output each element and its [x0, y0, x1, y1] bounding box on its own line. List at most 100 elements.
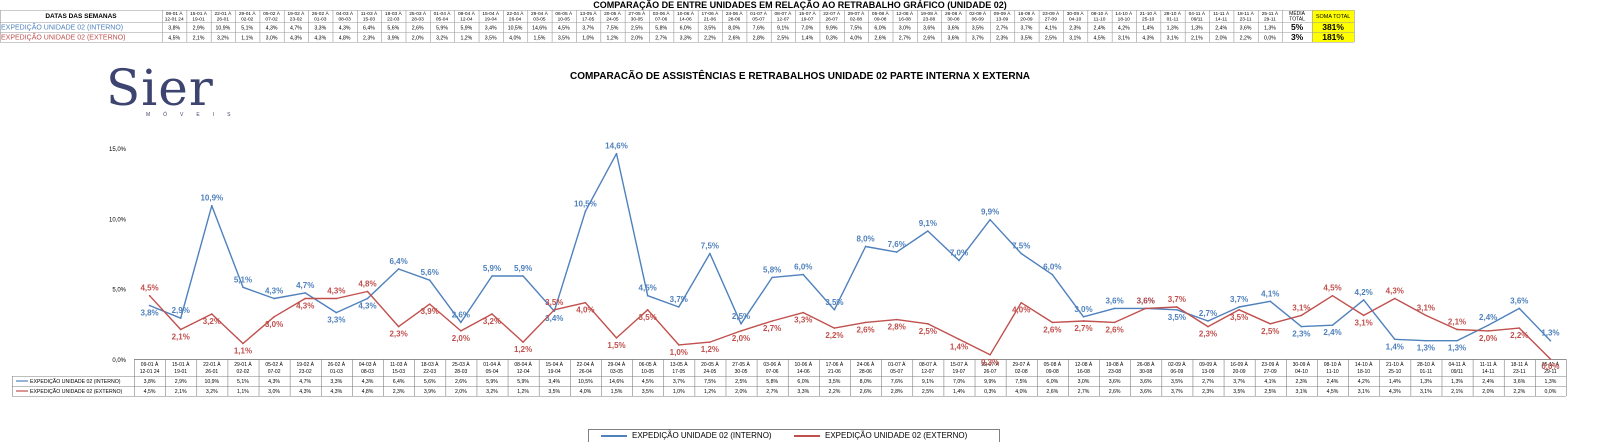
data-point — [211, 313, 213, 315]
row-label-header: DATAS DAS SEMANAS — [45, 13, 117, 20]
data-label: 2,6% — [452, 310, 470, 319]
data-point — [1144, 307, 1147, 310]
table-cell: 0,0% — [1264, 36, 1276, 42]
week-header: 17-05 — [582, 17, 595, 23]
chart-legend: EXPEDIÇÃO UNIDADE 02 (INTERNO) EXPEDIÇÃO… — [588, 429, 1000, 442]
table-cell: 1,4% — [1142, 26, 1154, 32]
table-cell: 1,3% — [1264, 26, 1276, 32]
week-header: 01-04 À — [434, 10, 452, 17]
data-label: 3,7% — [1168, 295, 1186, 304]
data-point — [677, 306, 680, 308]
data-point — [1238, 306, 1240, 308]
table-cell: 5,1% — [241, 26, 253, 32]
week-header: 18-03 À — [385, 10, 403, 17]
data-point — [273, 316, 275, 318]
table-series-value: 3,2% — [206, 389, 218, 395]
data-point — [1176, 306, 1178, 308]
x-tick-label: 12-01 24 — [140, 369, 160, 375]
data-label: 9,1% — [919, 219, 937, 228]
x-tick-label: 09/11 — [1451, 369, 1463, 375]
week-header: 24-05 — [606, 17, 619, 23]
data-point — [1020, 252, 1023, 255]
series-line-interno — [149, 152, 1551, 342]
week-header: 19-01 — [192, 17, 205, 23]
data-point — [989, 218, 991, 221]
week-header: 19-07 — [801, 17, 814, 23]
table-cell: 2,0% — [631, 36, 643, 42]
data-point — [958, 259, 960, 262]
x-tick-label: 29-07 À — [1012, 361, 1030, 368]
table-cell: 3,5% — [704, 26, 716, 32]
data-point — [802, 311, 805, 314]
table-series-value: 2,7% — [1078, 389, 1090, 395]
data-point — [522, 275, 524, 277]
data-point — [1238, 308, 1240, 311]
data-point — [397, 268, 400, 270]
week-header: 11-10 — [1094, 17, 1106, 23]
x-tick-label: 14-06 — [797, 369, 810, 375]
data-point — [864, 321, 867, 324]
data-point — [1456, 328, 1458, 331]
data-label: 3,9% — [421, 307, 439, 316]
table-series-value: 1,5% — [611, 389, 623, 395]
data-label: 2,8% — [888, 323, 906, 332]
table-series-value: 3,9% — [424, 389, 436, 395]
x-tick-label: 24-06 À — [857, 361, 875, 368]
data-point — [1113, 307, 1116, 310]
week-header: 01-07 À — [750, 10, 768, 17]
week-header: 04-11 À — [1189, 10, 1206, 17]
x-tick-label: 02-02 — [237, 369, 250, 375]
x-tick-label: 11-03 À — [390, 361, 408, 368]
data-label: 3,6% — [1510, 296, 1528, 305]
x-tick-label: 29-01 À — [234, 361, 252, 368]
table-series-value: 5,1% — [237, 379, 249, 385]
data-point — [584, 210, 587, 213]
week-header: 12-01 24 — [165, 17, 184, 23]
x-tick-label: 24-05 — [704, 369, 717, 375]
week-header: 27-09 — [1045, 17, 1058, 23]
data-point — [460, 330, 462, 332]
data-point — [1425, 339, 1427, 342]
data-point — [1051, 273, 1054, 276]
x-tick-label: 16-08 — [1077, 369, 1090, 375]
data-label: 1,4% — [1386, 342, 1404, 351]
table-cell: 1,5% — [534, 36, 546, 42]
table-cell: 6,0% — [874, 26, 886, 32]
week-header: 26-08 À — [945, 10, 963, 17]
data-point — [1051, 321, 1054, 324]
table-series-value: 1,1% — [237, 389, 249, 395]
x-tick-label: 28-10 À — [1417, 361, 1435, 368]
data-point — [771, 276, 773, 279]
x-tick-label: 03-06 À — [763, 361, 781, 368]
x-tick-label: 20-09 — [1233, 369, 1246, 375]
data-label: 5,1% — [234, 275, 252, 284]
data-point — [553, 308, 556, 311]
week-header: 03-05 — [533, 17, 546, 23]
data-label: 3,5% — [825, 298, 843, 307]
data-label: 1,3% — [1417, 344, 1435, 353]
table-cell: 4,0% — [850, 36, 862, 42]
data-point — [1207, 320, 1209, 322]
table-series-value: 2,6% — [1109, 389, 1121, 395]
week-header: 27-05 À — [628, 10, 646, 17]
x-tick-label: 07-02 — [268, 369, 281, 375]
x-tick-label: 12-04 — [517, 369, 530, 375]
data-label: 1,4% — [950, 342, 968, 351]
table-cell: 1,3% — [1167, 26, 1179, 32]
data-point — [304, 297, 307, 300]
week-header: 08-10 À — [1091, 10, 1109, 17]
table-series-value: 6,0% — [797, 379, 809, 385]
line-chart: 0,0% 5,0% 10,0% 15,0% 09-01 À 12-01 24 15-01 À… — [0, 60, 1600, 443]
week-header: 13-09 — [996, 17, 1009, 23]
data-point — [958, 338, 960, 341]
week-header: 25-11 À — [1262, 10, 1279, 17]
week-header: 06-05 À — [555, 10, 573, 17]
table-cell: 3,7% — [582, 26, 594, 32]
week-header: 29-11 — [1264, 17, 1276, 23]
data-point — [646, 308, 649, 311]
week-header: 15-03 — [363, 17, 376, 23]
week-header: 20-09 — [1020, 17, 1033, 23]
week-header: 08-03 — [338, 17, 351, 23]
table-series-value: 3,8% — [144, 379, 156, 385]
data-point — [366, 290, 369, 293]
